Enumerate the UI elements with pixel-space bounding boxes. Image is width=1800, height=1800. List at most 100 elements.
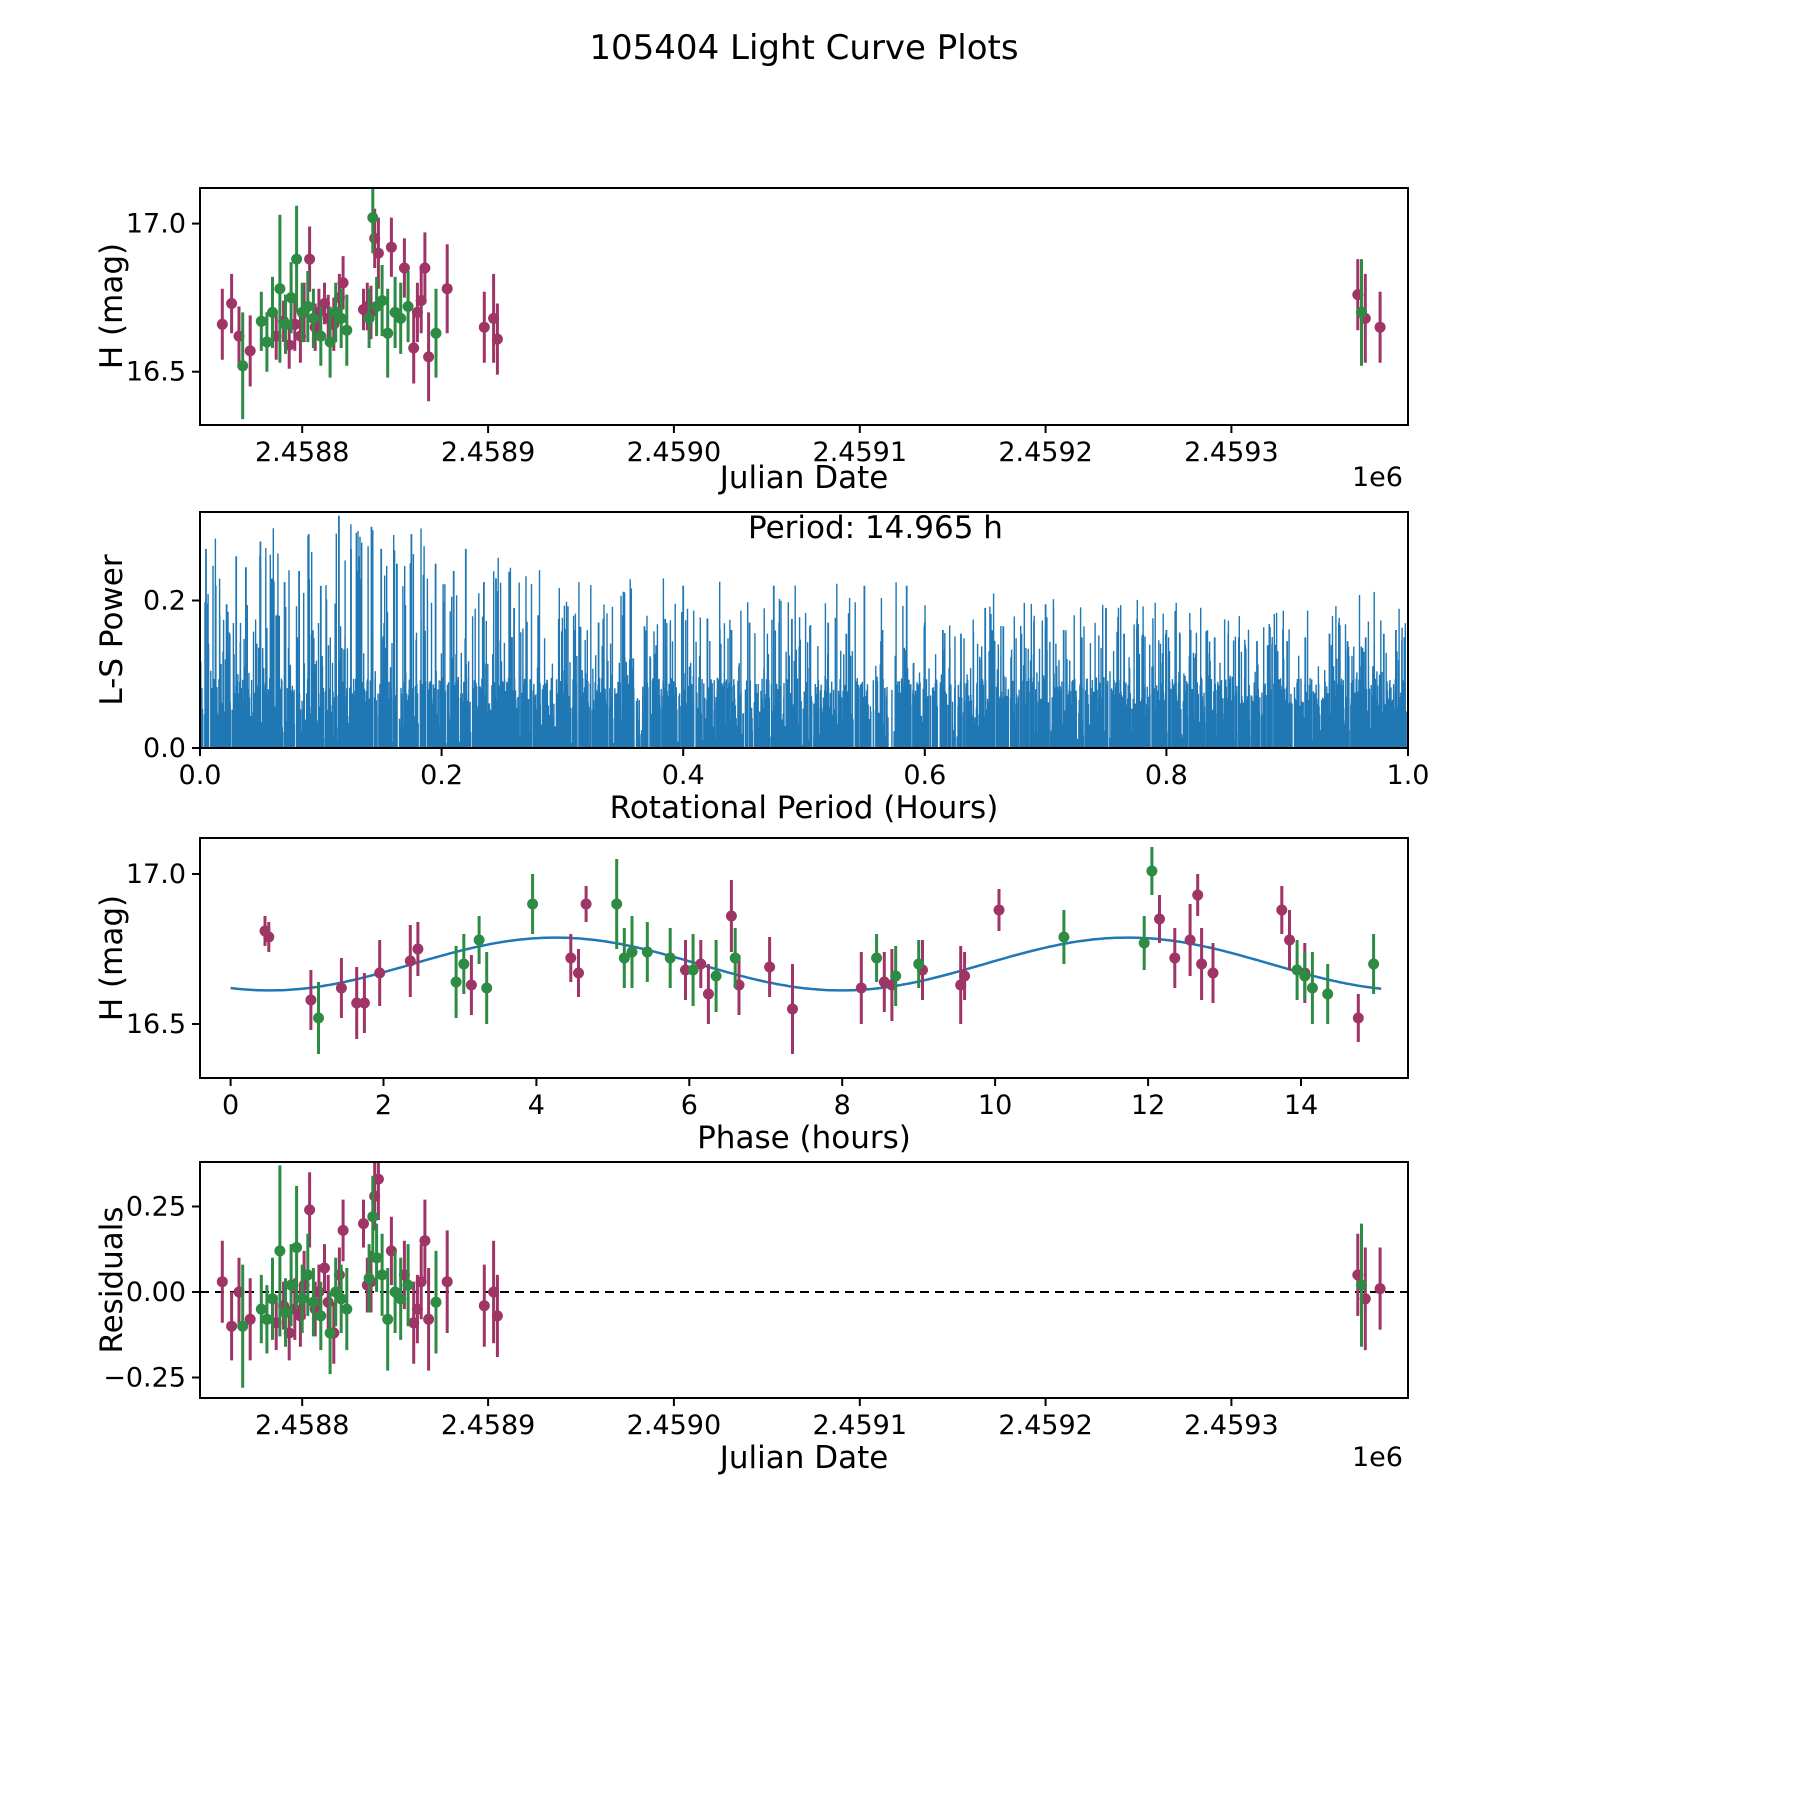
- phased-purple-error-bars: [263, 874, 1360, 1054]
- data-point: [376, 295, 388, 307]
- x-tick-label: 1.0: [1387, 760, 1430, 791]
- data-point: [395, 1293, 407, 1305]
- data-point: [363, 1272, 375, 1284]
- data-point: [255, 1303, 267, 1315]
- data-point: [324, 1327, 336, 1339]
- data-point: [261, 1313, 273, 1325]
- data-point: [465, 979, 477, 991]
- plot2-xlabel: Rotational Period (Hours): [609, 790, 999, 826]
- plot3-xlabel: Phase (hours): [697, 1120, 911, 1156]
- x-tick-label: 2.4592: [998, 437, 1092, 468]
- plot1-ylabel: H (mag): [94, 242, 130, 370]
- x-tick-label: 0.4: [662, 760, 705, 791]
- y-tick-label: 0.0: [143, 733, 186, 764]
- data-point: [385, 241, 397, 253]
- data-point: [280, 1307, 291, 1318]
- y-tick-label: 0.00: [126, 1277, 186, 1308]
- data-point: [369, 1190, 381, 1202]
- data-point: [419, 262, 431, 274]
- y-tick-label: −0.25: [103, 1363, 186, 1394]
- y-tick-label: 0.25: [126, 1192, 186, 1223]
- plot-area-1: [216, 188, 1386, 420]
- data-point: [237, 360, 249, 372]
- data-point: [285, 292, 297, 304]
- data-point: [367, 212, 379, 224]
- data-point: [1374, 321, 1386, 333]
- data-point: [291, 253, 303, 265]
- data-point: [294, 330, 306, 342]
- data-point: [702, 988, 714, 1000]
- data-point: [764, 961, 776, 973]
- data-point: [398, 262, 410, 274]
- data-point: [580, 898, 592, 910]
- data-point: [473, 934, 485, 946]
- subplot-3: 0 2 4 6 8 10 12 14 17.0 16.5: [126, 837, 1409, 1121]
- data-point: [1146, 865, 1158, 877]
- data-point: [458, 958, 470, 970]
- data-point: [527, 898, 539, 910]
- data-point: [255, 315, 267, 327]
- data-point: [313, 1012, 324, 1024]
- plot4-ylabel: Residuals: [94, 1206, 130, 1354]
- data-point: [423, 1313, 435, 1325]
- y-tick-label: 17.0: [126, 859, 186, 890]
- data-point: [565, 952, 577, 964]
- data-point: [1196, 958, 1208, 970]
- data-point: [319, 298, 330, 309]
- data-point: [855, 982, 867, 994]
- data-point: [1284, 934, 1295, 946]
- data-point: [626, 946, 638, 958]
- data-point: [261, 336, 273, 348]
- data-point: [371, 1252, 383, 1264]
- data-point: [710, 970, 722, 982]
- figure-title: 105404 Light Curve Plots: [589, 28, 1019, 68]
- data-point: [244, 1313, 256, 1325]
- data-point: [319, 1262, 330, 1274]
- plot4-axis-offset-label: 1e6: [1352, 1442, 1403, 1473]
- data-point: [1306, 982, 1318, 994]
- data-point: [302, 1269, 314, 1281]
- data-point: [871, 952, 883, 964]
- data-point: [291, 1242, 303, 1253]
- data-point: [618, 952, 630, 964]
- data-point: [491, 333, 503, 345]
- data-point: [337, 277, 349, 289]
- data-point: [573, 967, 584, 979]
- plot3-ylabel: H (mag): [94, 894, 130, 1022]
- data-point: [1322, 988, 1334, 1000]
- data-point: [315, 1310, 327, 1322]
- axes-frame: [199, 511, 1409, 749]
- data-point: [1138, 937, 1150, 949]
- data-point: [402, 301, 414, 312]
- data-point: [369, 232, 381, 244]
- data-point: [307, 312, 319, 324]
- x-tick-label: 2.4591: [813, 1410, 907, 1441]
- x-tick-label: 0.6: [903, 760, 946, 791]
- data-point: [267, 1293, 278, 1305]
- data-point: [1374, 1283, 1386, 1295]
- period-annotation: Period: 14.965 h: [748, 510, 1003, 546]
- data-point: [302, 301, 314, 312]
- plot4-xlabel: Julian Date: [719, 1440, 889, 1476]
- data-point: [372, 1173, 384, 1185]
- data-point: [890, 970, 902, 982]
- data-point: [441, 1276, 453, 1288]
- x-tick-label: 6: [681, 1090, 698, 1121]
- y-tick-label: 0.2: [143, 586, 186, 617]
- data-point: [267, 306, 278, 318]
- x-tick-label: 0.8: [1145, 760, 1188, 791]
- phased-green-error-bars: [317, 847, 1376, 1054]
- plot-area-4: [200, 1162, 1408, 1388]
- observations-green-error-bars: [241, 188, 1363, 420]
- data-point: [1207, 967, 1219, 979]
- data-point: [304, 253, 316, 265]
- data-point: [411, 1303, 423, 1315]
- data-point: [404, 955, 416, 967]
- axes-frame: [199, 837, 1409, 1079]
- x-tick-label: 0.2: [420, 760, 463, 791]
- data-point: [367, 1211, 379, 1223]
- data-point: [491, 1310, 503, 1322]
- axes-frame: [199, 187, 1409, 426]
- x-tick-label: 4: [528, 1090, 545, 1121]
- data-point: [1356, 1279, 1367, 1291]
